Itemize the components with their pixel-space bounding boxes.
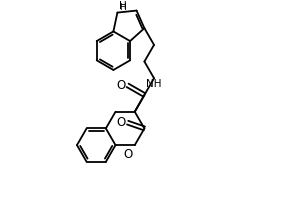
Text: O: O xyxy=(116,79,126,92)
Text: NH: NH xyxy=(146,79,162,89)
Text: H: H xyxy=(119,1,127,11)
Text: O: O xyxy=(116,116,126,129)
Text: O: O xyxy=(124,148,133,161)
Text: H: H xyxy=(119,3,126,12)
